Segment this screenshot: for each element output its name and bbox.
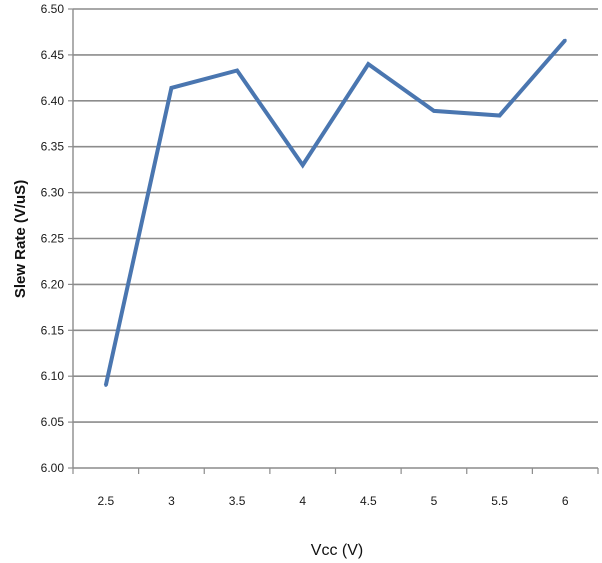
data-point xyxy=(366,62,370,66)
y-tick-label: 6.50 xyxy=(41,2,65,16)
x-axis-title: Vcc (V) xyxy=(311,542,363,559)
data-point xyxy=(169,86,173,90)
x-tick-label: 6 xyxy=(562,494,569,508)
data-point xyxy=(104,383,108,387)
y-tick-label: 6.25 xyxy=(41,232,65,246)
series-layer xyxy=(103,38,567,387)
x-tick-label: 4.5 xyxy=(360,494,377,508)
y-tick-label: 6.05 xyxy=(41,415,65,429)
x-tick-label: 3.5 xyxy=(229,494,246,508)
data-point xyxy=(301,163,305,167)
y-tick-label: 6.00 xyxy=(41,461,65,475)
x-tick-label: 3 xyxy=(168,494,175,508)
x-axis-ticks: 2.5 3 3.5 4 4.5 5 5.5 6 xyxy=(72,468,599,508)
y-tick-label: 6.10 xyxy=(41,369,65,383)
y-tick-label: 6.35 xyxy=(41,140,65,154)
data-point xyxy=(563,38,567,42)
y-tick-label: 6.30 xyxy=(41,186,65,200)
x-tick-label: 5.5 xyxy=(491,494,508,508)
y-tick-label: 6.45 xyxy=(41,48,65,62)
data-point xyxy=(498,113,502,117)
y-axis-title: Slew Rate (V/uS) xyxy=(12,180,29,298)
data-point xyxy=(432,109,436,113)
gridlines xyxy=(73,8,598,423)
y-axis-ticks: 6.00 6.05 6.10 6.15 6.20 6.25 6.30 6.35 6.40 6.45… xyxy=(41,2,73,475)
data-point xyxy=(235,69,239,73)
x-tick-label: 4 xyxy=(299,494,306,508)
y-tick-label: 6.15 xyxy=(41,323,65,337)
y-tick-label: 6.40 xyxy=(41,94,65,108)
series-line xyxy=(103,38,567,386)
x-tick-label: 2.5 xyxy=(97,494,114,508)
x-tick-label: 5 xyxy=(431,494,438,508)
y-tick-label: 6.20 xyxy=(41,277,65,291)
